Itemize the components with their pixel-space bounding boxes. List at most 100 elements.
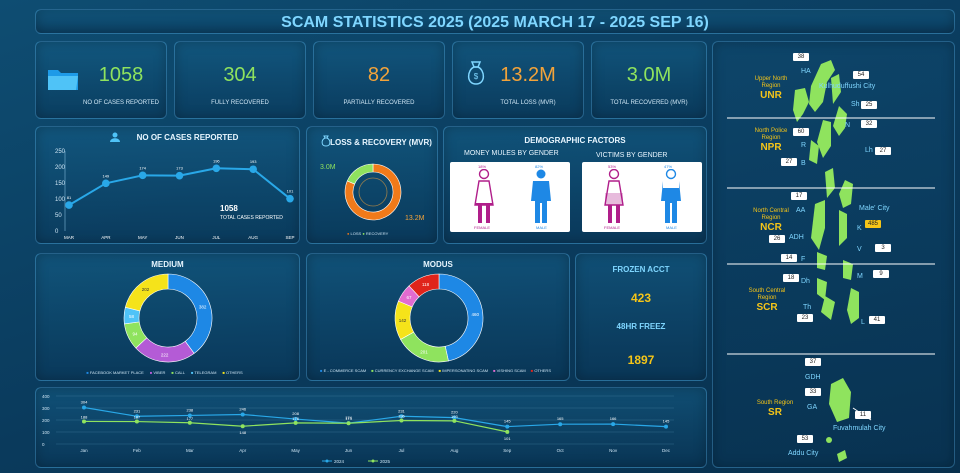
freeze-value: 1897 — [627, 353, 655, 367]
legend-label: 2024 — [334, 459, 345, 464]
data-label: 174 — [345, 415, 352, 420]
mules-female-pct: 18% — [478, 164, 487, 169]
atoll-code: AA — [796, 207, 806, 214]
female-label: FEMALE — [604, 225, 621, 230]
y-tick-label: 400 — [42, 394, 50, 399]
x-tick-label: Feb — [133, 448, 141, 453]
data-label: 188 — [81, 414, 88, 419]
victims-title: VICTIMS BY GENDER — [596, 152, 668, 159]
map-panel: Upper North Region UNR North Police Region NP… — [712, 41, 955, 468]
kpi-value: 1058 — [98, 64, 144, 86]
kpi-value: 3.0M — [626, 64, 672, 86]
data-point — [452, 418, 457, 423]
legend-label: VIBER — [153, 370, 166, 375]
city-name: Kulhuduffushi City — [819, 83, 876, 90]
data-point — [187, 420, 192, 425]
legend-item: ■ FACEBOOK MARKET PLACE — [86, 370, 144, 375]
kpi-fully-recovered: 304 FULLY RECOVERED — [174, 41, 306, 119]
region-code: SR — [768, 407, 782, 418]
legend-label: 2025 — [380, 459, 391, 464]
kpi-value: 13.2M — [500, 64, 556, 86]
mules-male-pct: 82% — [535, 164, 544, 169]
atoll-code: HA — [801, 68, 811, 75]
frozen-value: 423 — [630, 291, 652, 305]
data-label: 142 — [399, 318, 407, 323]
atoll-code: N — [845, 122, 851, 129]
atoll-code: Sh — [851, 101, 860, 108]
female-icon — [604, 169, 624, 223]
frozen-title: FROZEN ACCT — [612, 265, 670, 274]
data-point — [452, 415, 457, 420]
kpi-value: 304 — [223, 64, 257, 86]
x-tick-label: Apr — [239, 448, 247, 453]
legend-item: ■ CALL — [171, 370, 185, 375]
money-bag-icon — [321, 135, 331, 147]
data-label: 173 — [345, 416, 352, 421]
x-tick-label: Aug — [450, 448, 459, 453]
data-label: 196 — [398, 413, 405, 418]
x-tick-label: AUG — [248, 235, 258, 240]
legend-recovery: RECOVERY — [365, 231, 389, 236]
data-point — [399, 418, 404, 423]
data-label: 220 — [451, 410, 458, 415]
cases-total-label: TOTAL CASES REPORTED — [220, 215, 283, 221]
donut-slice — [124, 273, 169, 312]
region-code: NCR — [760, 222, 782, 233]
data-point — [138, 171, 147, 180]
atoll-value: 17 — [791, 192, 807, 200]
kpi-label: NO OF CASES REPORTED — [83, 100, 159, 106]
data-label: 67 — [407, 295, 413, 300]
atoll-value: 27 — [875, 147, 891, 155]
region-code: NPR — [760, 142, 782, 153]
male-label: MALE — [536, 225, 547, 230]
frozen-panel: FROZEN ACCT 423 48HR FREEZ 1897 — [575, 253, 707, 381]
y-tick-label: 100 — [42, 430, 50, 435]
male-icon — [531, 169, 551, 223]
atoll-value: 37 — [805, 358, 821, 366]
data-label: 118 — [422, 282, 430, 287]
legend-label: TELEGRAM — [194, 370, 217, 375]
kpi-total-recovered: 3.0M TOTAL RECOVERED (MVR) — [591, 41, 707, 119]
region-name: Region — [761, 83, 781, 89]
x-tick-label: May — [291, 448, 300, 453]
atoll-shapes — [793, 60, 859, 462]
data-label: 101 — [287, 189, 294, 194]
data-label: 231 — [134, 408, 141, 413]
data-point — [664, 424, 668, 429]
atoll-value: 27 — [781, 158, 797, 166]
data-label: 101 — [504, 436, 511, 441]
donut-slice — [167, 273, 213, 354]
atoll-code: GDH — [805, 374, 821, 381]
donut-slice — [400, 331, 449, 363]
legend-label: OTHERS — [534, 368, 551, 373]
x-tick-label: APR — [101, 235, 111, 240]
folder-icon — [48, 70, 78, 90]
atoll-code: M — [857, 273, 863, 280]
legend-item: ■ OTHERS — [222, 370, 243, 375]
data-label: 231 — [398, 408, 405, 413]
data-point — [249, 165, 257, 174]
atoll-value: 485 — [865, 220, 882, 228]
loss-legend: ● LOSS ● RECOVERY — [347, 231, 389, 236]
city-value: 53 — [797, 435, 813, 443]
x-tick-label: Jan — [80, 448, 88, 453]
data-label: 201 — [420, 349, 428, 354]
city-value: 54 — [853, 71, 869, 79]
x-tick-label: MAR — [64, 235, 75, 240]
data-point — [505, 424, 510, 429]
legend-label: CURRENCY EXCHANGE SCAM — [374, 368, 434, 373]
data-label: 202 — [142, 287, 150, 292]
data-label: 238 — [186, 407, 193, 412]
data-label: 176 — [292, 416, 299, 421]
legend-marker — [371, 459, 375, 463]
loss-donut-chart — [344, 163, 402, 221]
legend-item: ■ IMPERSONATING SCAM — [438, 368, 489, 373]
legend-label: CALL — [174, 370, 185, 375]
series-line — [83, 406, 667, 428]
trend-panel: 0 100 200 300 400 Jan Feb Mar Apr May Jun Jul Aug Sep… — [35, 387, 707, 468]
svg-text:$: $ — [474, 72, 479, 81]
region-code: SCR — [756, 302, 778, 313]
data-point — [240, 412, 245, 417]
data-point — [611, 422, 616, 427]
donut-slice — [346, 163, 374, 185]
